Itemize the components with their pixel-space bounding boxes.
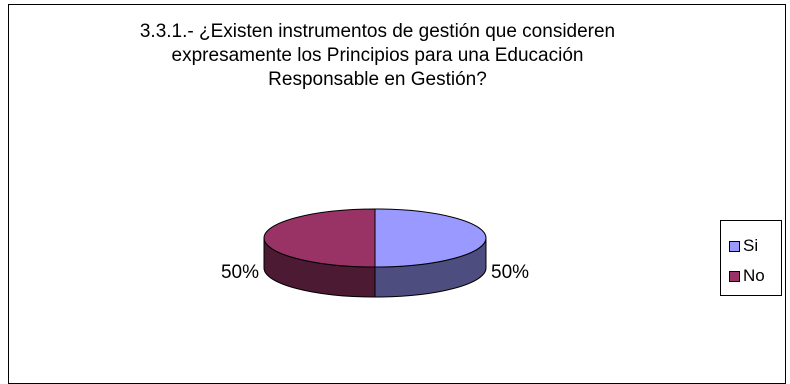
- pie-slice-si: [374, 208, 487, 268]
- chart-title-line-3: Responsable en Gestión?: [268, 69, 487, 90]
- legend-item-no: No: [729, 266, 765, 286]
- data-label-no: 50%: [221, 262, 259, 283]
- legend-swatch-si: [729, 240, 740, 252]
- pie-chart: 50% 50%: [221, 208, 529, 298]
- chart-area: [8, 4, 786, 384]
- chart-title: 3.3.1.- ¿Existen instrumentos de gestión…: [20, 20, 735, 92]
- chart-title-line-2: expresamente los Principios para una Edu…: [171, 45, 584, 66]
- legend-label-no: No: [743, 266, 765, 285]
- legend-item-si: Si: [729, 236, 758, 256]
- data-label-si: 50%: [491, 262, 529, 283]
- pie-slice-no: [263, 208, 376, 268]
- legend-label-si: Si: [743, 236, 759, 255]
- chart-title-line-1: 3.3.1.- ¿Existen instrumentos de gestión…: [139, 21, 616, 42]
- legend: Si No: [720, 220, 782, 296]
- legend-swatch-no: [729, 270, 740, 282]
